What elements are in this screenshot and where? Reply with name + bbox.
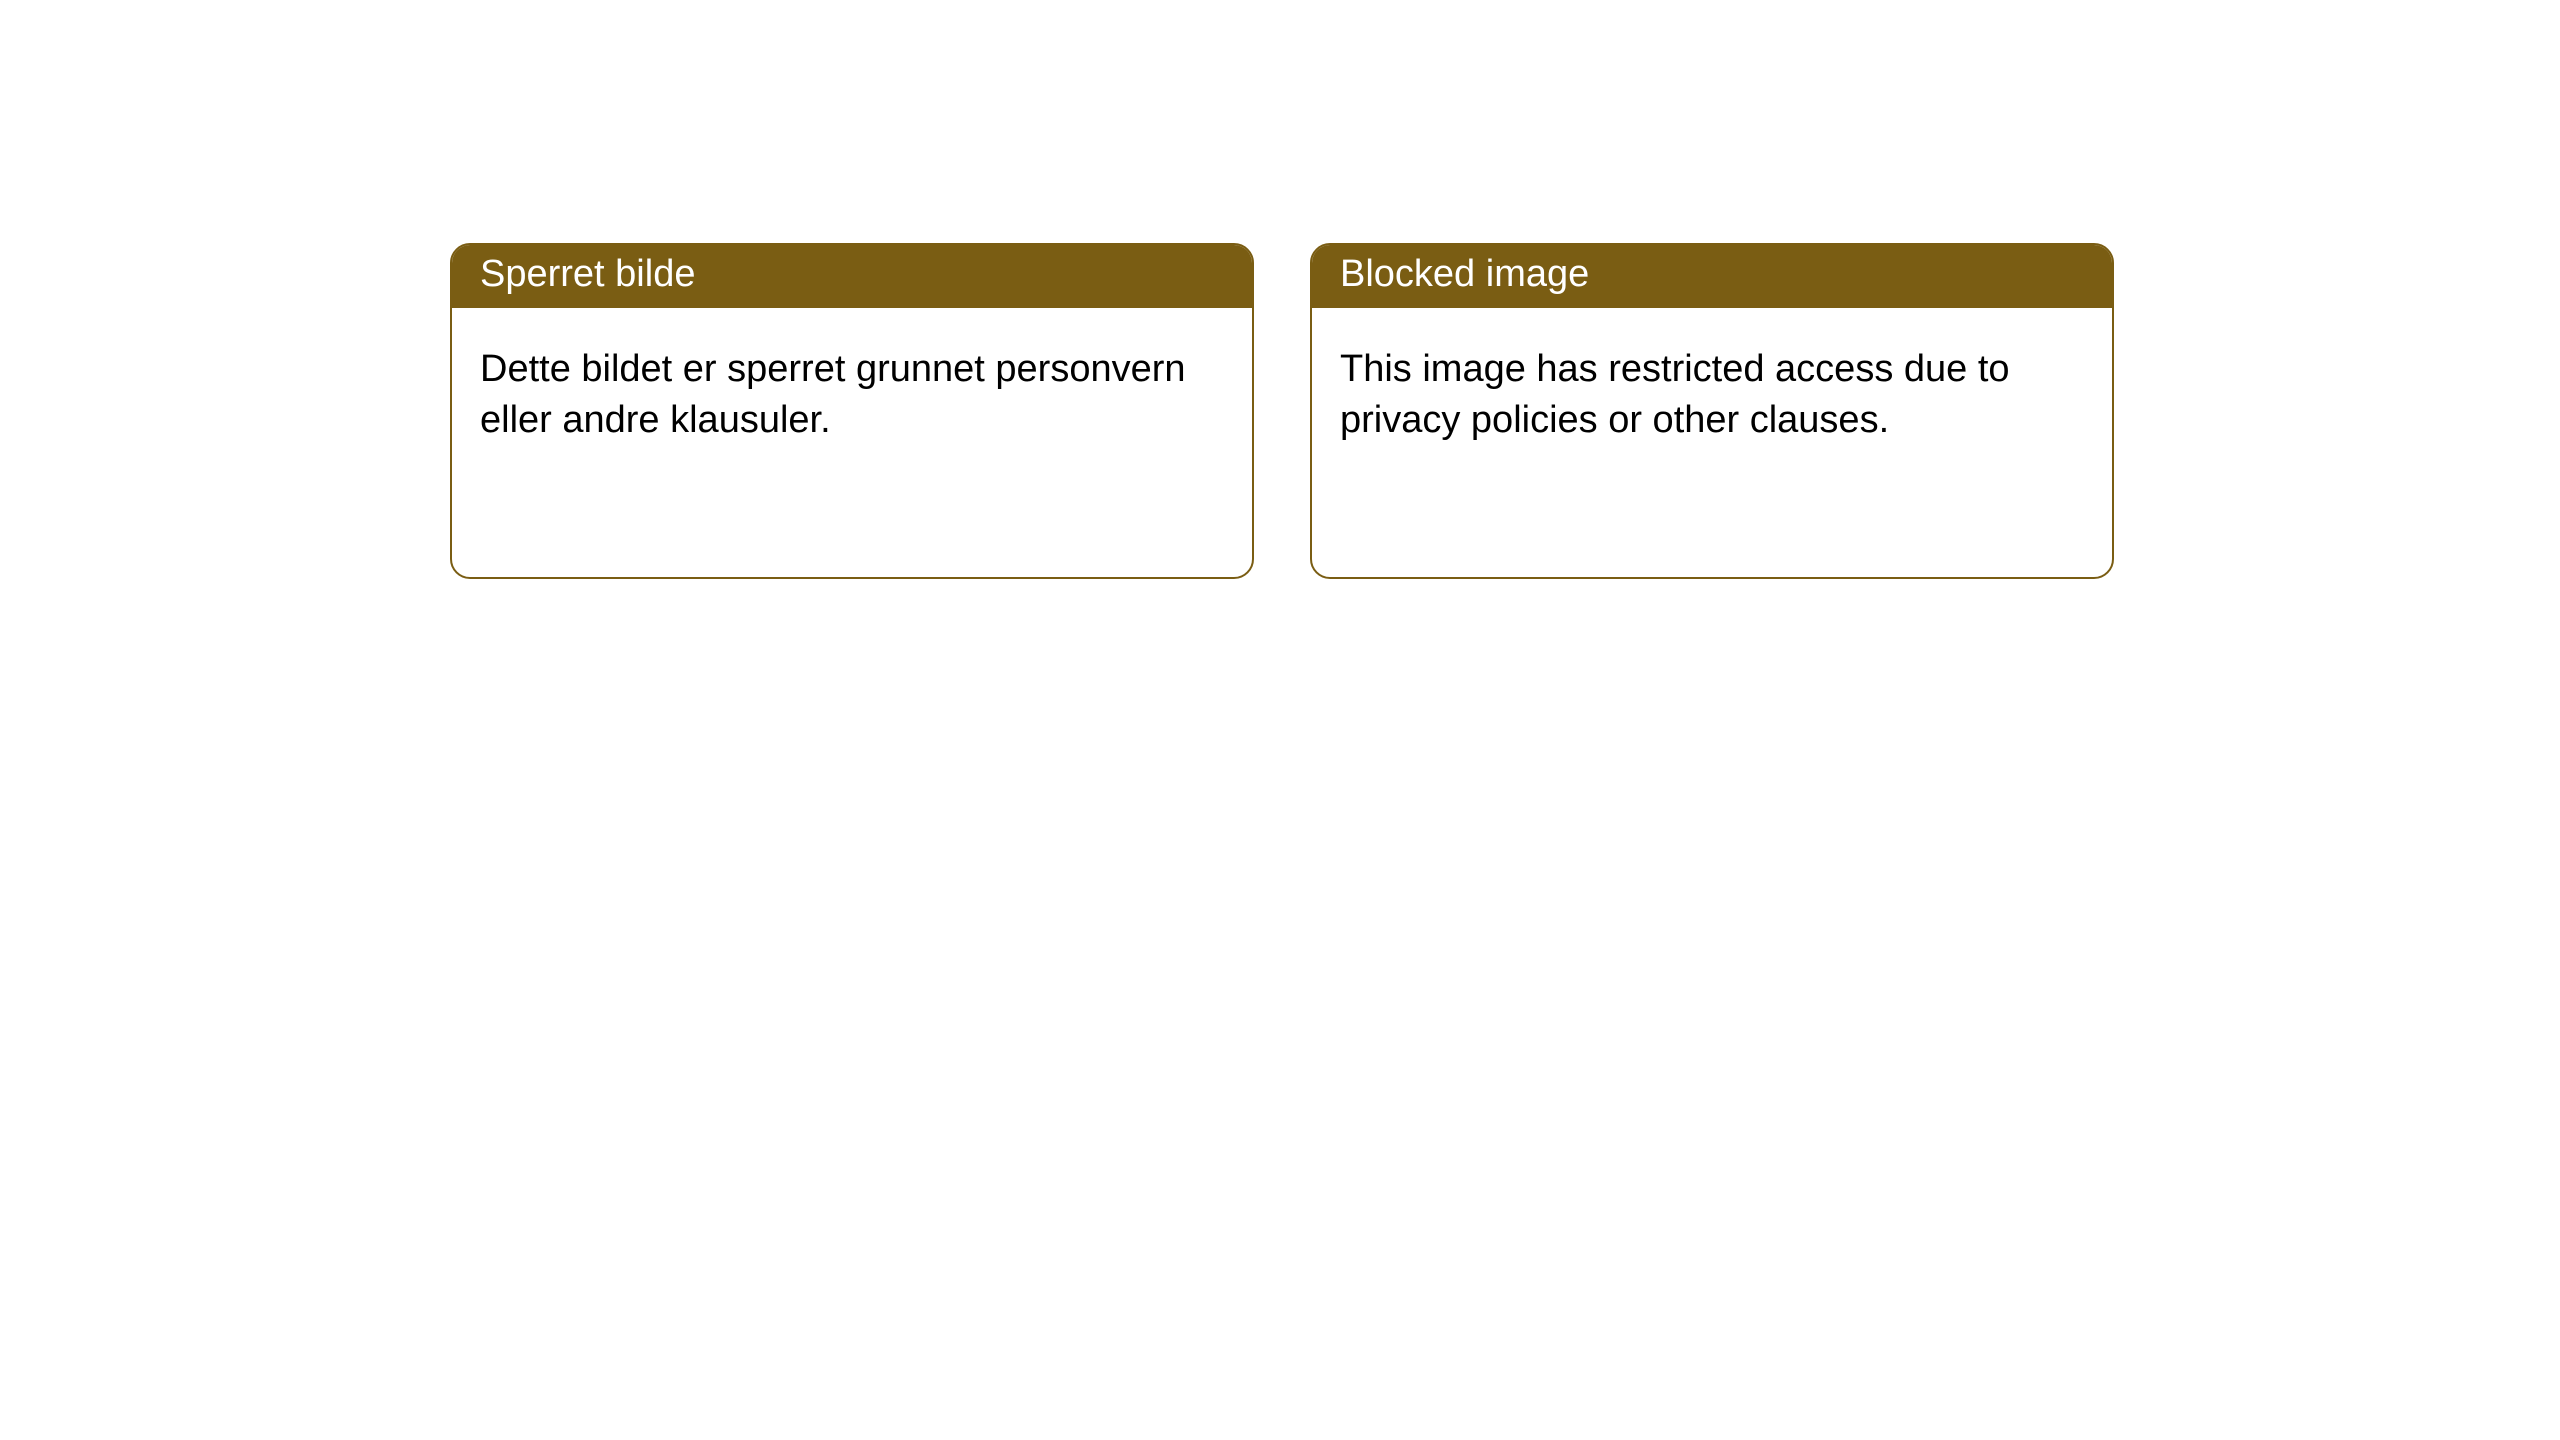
notice-card-no: Sperret bilde Dette bildet er sperret gr…: [450, 243, 1254, 579]
card-body-text: This image has restricted access due to …: [1340, 348, 2010, 441]
card-body-text: Dette bildet er sperret grunnet personve…: [480, 348, 1186, 441]
notice-card-en: Blocked image This image has restricted …: [1310, 243, 2114, 579]
card-header: Sperret bilde: [452, 245, 1252, 308]
card-title: Sperret bilde: [480, 253, 695, 295]
card-body: Dette bildet er sperret grunnet personve…: [452, 308, 1252, 483]
card-body: This image has restricted access due to …: [1312, 308, 2112, 483]
notice-container: Sperret bilde Dette bildet er sperret gr…: [450, 243, 2114, 579]
card-header: Blocked image: [1312, 245, 2112, 308]
card-title: Blocked image: [1340, 253, 1589, 295]
